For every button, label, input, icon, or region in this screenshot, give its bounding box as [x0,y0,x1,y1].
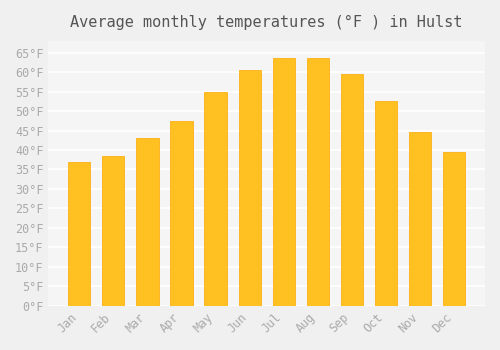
Bar [375,101,397,306]
Bar [409,132,431,306]
Bar [443,152,465,306]
Bar [102,156,124,306]
Bar [136,138,158,306]
Bar [306,58,329,306]
Bar [170,121,192,306]
Bar [341,74,363,306]
Bar [204,92,227,306]
Bar [238,70,260,306]
Bar [272,58,295,306]
Bar [68,162,90,306]
Title: Average monthly temperatures (°F ) in Hulst: Average monthly temperatures (°F ) in Hu… [70,15,463,30]
